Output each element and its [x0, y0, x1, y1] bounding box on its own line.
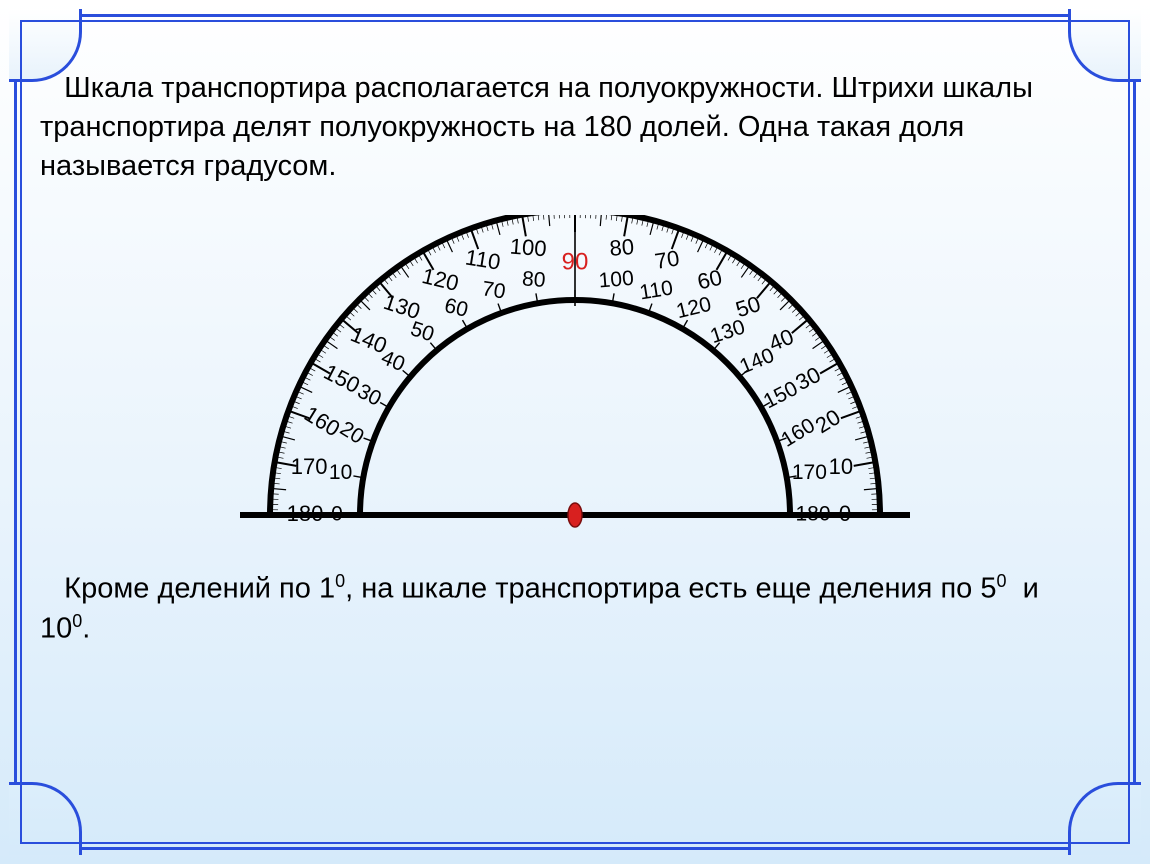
svg-text:100: 100 — [598, 267, 635, 293]
svg-text:130: 130 — [707, 316, 747, 349]
slide-content: Шкала транспортира располагается на полу… — [40, 40, 1110, 824]
svg-text:60: 60 — [695, 265, 725, 295]
svg-text:180: 180 — [795, 503, 830, 526]
protractor-figure: 1801701601501401301201101008070605040302… — [40, 215, 1110, 540]
p2-part: Кроме делений по 1 — [40, 573, 335, 605]
protractor-svg: 1801701601501401301201101008070605040302… — [125, 215, 1025, 535]
svg-text:170: 170 — [792, 462, 827, 485]
paragraph-bottom: Кроме делений по 10, на шкале транспорти… — [40, 569, 1110, 649]
svg-text:100: 100 — [509, 234, 548, 262]
degree-sup: 0 — [335, 571, 345, 591]
svg-text:90: 90 — [562, 249, 589, 276]
svg-text:120: 120 — [674, 293, 713, 324]
svg-text:110: 110 — [638, 277, 675, 305]
svg-text:60: 60 — [442, 294, 470, 322]
svg-text:0: 0 — [331, 503, 343, 526]
svg-text:170: 170 — [291, 454, 328, 479]
svg-text:10: 10 — [329, 462, 352, 485]
degree-sup: 0 — [996, 571, 1006, 591]
p2-part: , на шкале транспортира есть еще деления… — [345, 573, 996, 605]
svg-text:110: 110 — [464, 245, 503, 275]
svg-text:70: 70 — [653, 246, 681, 275]
svg-text:80: 80 — [609, 234, 635, 261]
svg-text:70: 70 — [480, 278, 507, 304]
svg-text:10: 10 — [829, 454, 853, 479]
paragraph-top: Шкала транспортира располагается на полу… — [40, 69, 1110, 186]
p2-part: . — [82, 613, 90, 645]
svg-text:180: 180 — [287, 501, 324, 526]
svg-text:120: 120 — [420, 264, 462, 297]
degree-sup: 0 — [72, 611, 82, 631]
svg-text:80: 80 — [521, 268, 546, 293]
svg-text:0: 0 — [839, 501, 851, 526]
